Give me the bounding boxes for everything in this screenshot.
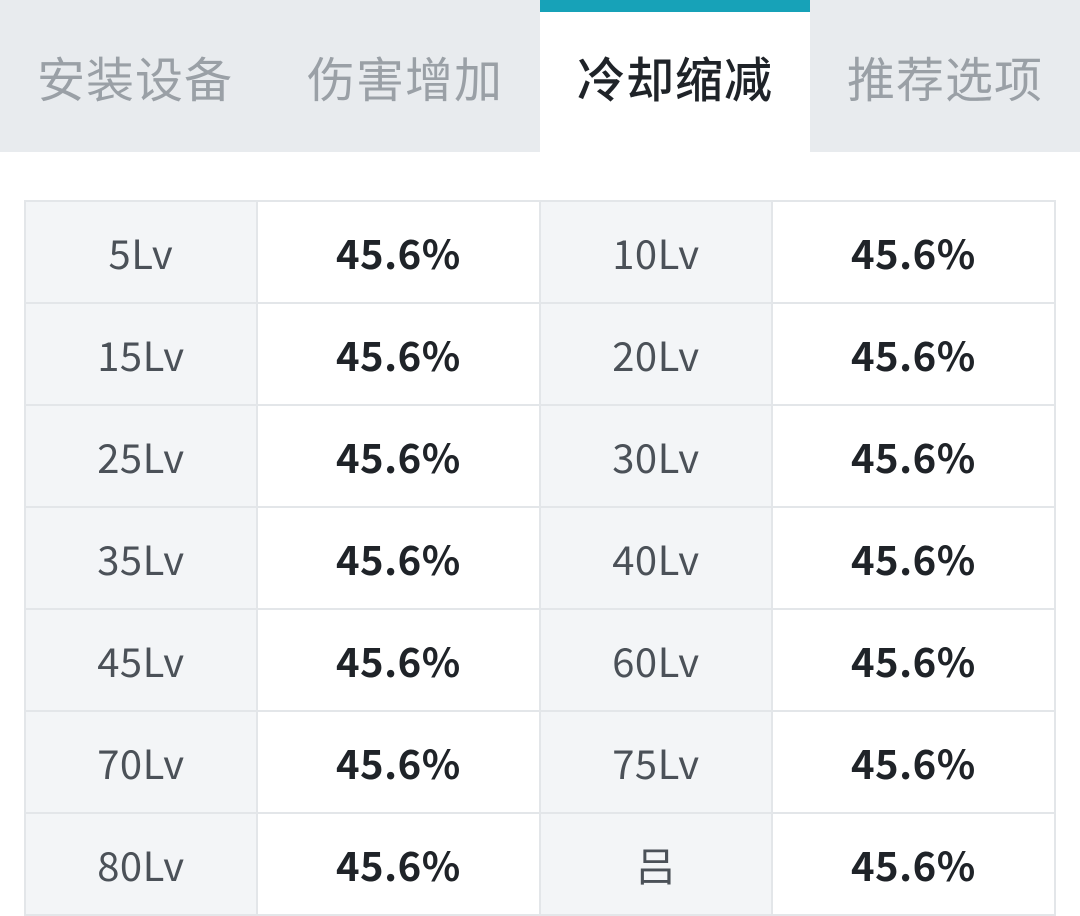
level-cell: 30Lv — [540, 405, 772, 507]
value-cell: 45.6% — [772, 711, 1055, 813]
level-cell: 20Lv — [540, 303, 772, 405]
table-row: 70Lv 45.6% 75Lv 45.6% — [25, 711, 1055, 813]
value-cell: 45.6% — [772, 303, 1055, 405]
level-cell: 80Lv — [25, 813, 257, 915]
tab-damage-increase[interactable]: 伤害增加 — [270, 0, 540, 152]
value-cell: 45.6% — [772, 813, 1055, 915]
tab-label: 冷却缩减 — [577, 41, 773, 111]
tab-cooldown-reduction[interactable]: 冷却缩减 — [540, 0, 810, 152]
tab-label: 伤害增加 — [307, 41, 503, 111]
level-cell: 75Lv — [540, 711, 772, 813]
table-row: 35Lv 45.6% 40Lv 45.6% — [25, 507, 1055, 609]
value-cell: 45.6% — [257, 609, 540, 711]
value-cell: 45.6% — [772, 609, 1055, 711]
value-cell: 45.6% — [257, 201, 540, 303]
tab-bar: 安装设备 伤害增加 冷却缩减 推荐选项 — [0, 0, 1080, 152]
table-row: 80Lv 45.6% 吕 45.6% — [25, 813, 1055, 915]
tab-label: 推荐选项 — [847, 41, 1043, 111]
value-cell: 45.6% — [257, 711, 540, 813]
value-cell: 45.6% — [257, 507, 540, 609]
table-row: 5Lv 45.6% 10Lv 45.6% — [25, 201, 1055, 303]
table-row: 25Lv 45.6% 30Lv 45.6% — [25, 405, 1055, 507]
level-cell: 15Lv — [25, 303, 257, 405]
tab-recommended-options[interactable]: 推荐选项 — [810, 0, 1080, 152]
level-cell: 5Lv — [25, 201, 257, 303]
table-row: 15Lv 45.6% 20Lv 45.6% — [25, 303, 1055, 405]
cooldown-table: 5Lv 45.6% 10Lv 45.6% 15Lv 45.6% 20Lv 45.… — [24, 200, 1056, 916]
tab-label: 安装设备 — [37, 41, 233, 111]
content-area: 5Lv 45.6% 10Lv 45.6% 15Lv 45.6% 20Lv 45.… — [0, 152, 1080, 916]
value-cell: 45.6% — [772, 405, 1055, 507]
level-cell: 吕 — [540, 813, 772, 915]
level-cell: 40Lv — [540, 507, 772, 609]
level-cell: 25Lv — [25, 405, 257, 507]
value-cell: 45.6% — [257, 303, 540, 405]
level-cell: 45Lv — [25, 609, 257, 711]
value-cell: 45.6% — [257, 405, 540, 507]
level-cell: 10Lv — [540, 201, 772, 303]
level-cell: 60Lv — [540, 609, 772, 711]
value-cell: 45.6% — [772, 507, 1055, 609]
value-cell: 45.6% — [257, 813, 540, 915]
level-cell: 70Lv — [25, 711, 257, 813]
table-row: 45Lv 45.6% 60Lv 45.6% — [25, 609, 1055, 711]
value-cell: 45.6% — [772, 201, 1055, 303]
tab-install-equipment[interactable]: 安装设备 — [0, 0, 270, 152]
level-cell: 35Lv — [25, 507, 257, 609]
